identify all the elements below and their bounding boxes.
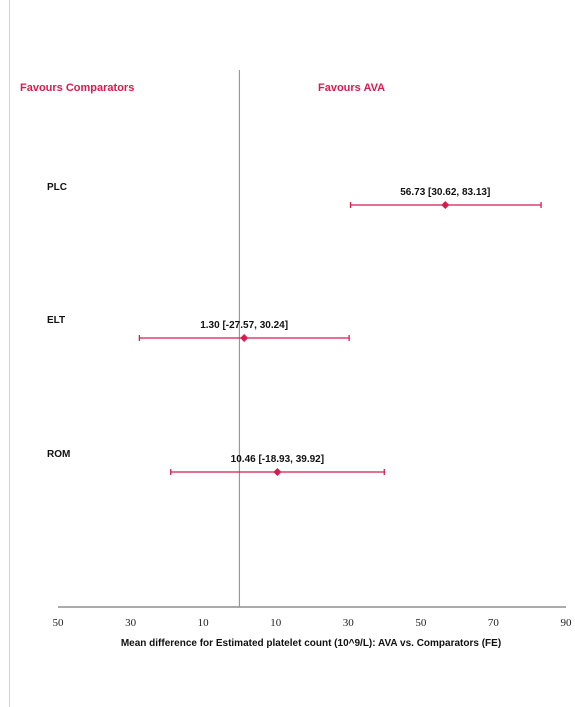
x-tick-label: 50 [415, 617, 427, 629]
x-tick-label: 10 [270, 617, 282, 629]
study-label-plc: PLC [47, 182, 67, 193]
plot-marks-layer: PLC 56.73 [30.62, 83.13] ELT 1.30 [-27.57, … [47, 182, 542, 476]
estimate-label: 56.73 [30.62, 83.13] [400, 187, 490, 198]
study-label-rom: ROM [47, 449, 70, 460]
point-estimate-marker [240, 334, 249, 342]
x-tick-label: 70 [488, 617, 500, 629]
study-label-elt: ELT [47, 315, 65, 326]
x-tick-label: 10 [198, 617, 210, 629]
x-axis-title: Mean difference for Estimated platelet c… [121, 638, 501, 649]
x-axis-tick-labels: 50 30 10 10 30 50 70 90 [53, 617, 573, 629]
x-tick-label: 30 [343, 617, 355, 629]
point-estimate-marker [441, 201, 450, 209]
x-tick-label: 90 [561, 617, 573, 629]
favours-comparators-label: Favours Comparators [20, 82, 134, 94]
point-estimate-marker [273, 468, 282, 476]
x-tick-label: 30 [125, 617, 137, 629]
estimate-label: 10.46 [-18.93, 39.92] [231, 454, 324, 465]
estimate-label: 1.30 [-27.57, 30.24] [200, 320, 288, 331]
x-tick-label: 50 [53, 617, 65, 629]
chart-frame [9, 0, 575, 707]
favours-ava-label: Favours AVA [318, 82, 385, 94]
